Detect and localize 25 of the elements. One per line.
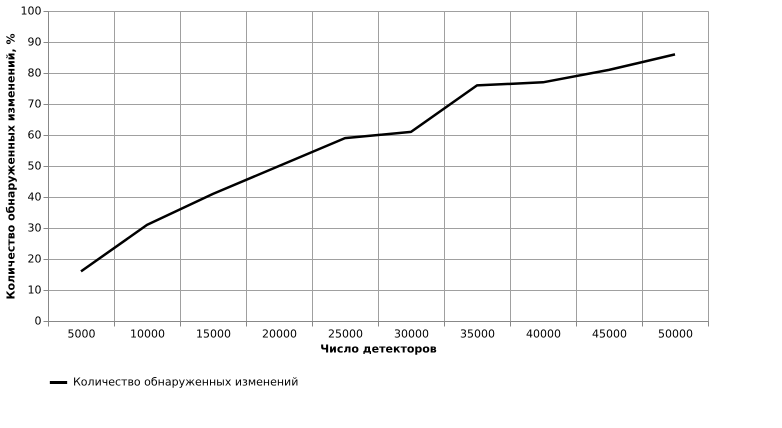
legend-label: Количество обнаруженных изменений [73, 376, 298, 388]
y-tick-label: 20 [28, 252, 42, 266]
x-tick-label: 35000 [460, 328, 495, 340]
y-tick-label: 70 [28, 98, 42, 110]
y-tick-label: 100 [20, 4, 42, 18]
x-tick-label: 20000 [262, 328, 297, 340]
x-tick-label: 40000 [526, 328, 561, 340]
y-tick-label: 40 [28, 190, 42, 204]
x-tick-label: 10000 [130, 328, 165, 340]
y-tick-label: 10 [28, 284, 42, 296]
y-tick-label: 30 [28, 222, 42, 234]
x-axis-title: Число детекторов [320, 342, 437, 356]
x-tick-label: 5000 [68, 328, 96, 340]
x-tick-label: 15000 [196, 328, 231, 340]
y-tick-label: 50 [28, 160, 42, 172]
x-tick-label: 25000 [328, 328, 363, 340]
y-tick-label: 0 [34, 314, 42, 328]
y-tick-label: 90 [28, 36, 42, 48]
y-axis-title: Количество обнаруженных изменений, % [4, 33, 18, 300]
x-tick-label: 45000 [592, 328, 627, 340]
x-tick-label: 30000 [394, 328, 429, 340]
y-tick-label: 60 [28, 128, 42, 142]
line-series [80, 53, 676, 273]
x-tick-label: 50000 [658, 328, 693, 340]
y-tick-label: 80 [28, 66, 42, 80]
